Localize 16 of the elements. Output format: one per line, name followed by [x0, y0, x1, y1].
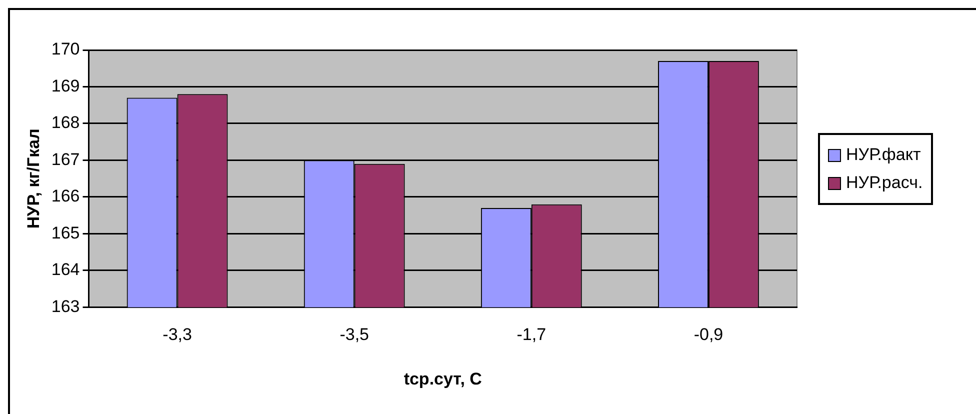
y-axis-title: НУР, кг/Гкал [24, 128, 43, 229]
y-tick-label: 167 [51, 150, 80, 169]
y-tick-label: 168 [51, 113, 80, 132]
y-tick-label: 169 [51, 76, 80, 96]
x-tick-label: -3,5 [340, 325, 369, 344]
y-tick-label: 164 [51, 260, 80, 280]
x-tick-label: -0,9 [694, 325, 724, 344]
y-tick-label: 165 [51, 223, 80, 242]
y-tick-label: 163 [51, 296, 80, 316]
x-axis-title: tср.сут, С [404, 369, 482, 388]
legend-label: НУР.факт [846, 145, 921, 165]
y-tick-label: 170 [51, 40, 80, 59]
x-tick-label: -3,3 [162, 325, 192, 344]
legend-label: НУР.расч. [846, 173, 923, 193]
x-tick-label: -1,7 [516, 325, 546, 344]
y-tick-label: 166 [51, 186, 80, 206]
